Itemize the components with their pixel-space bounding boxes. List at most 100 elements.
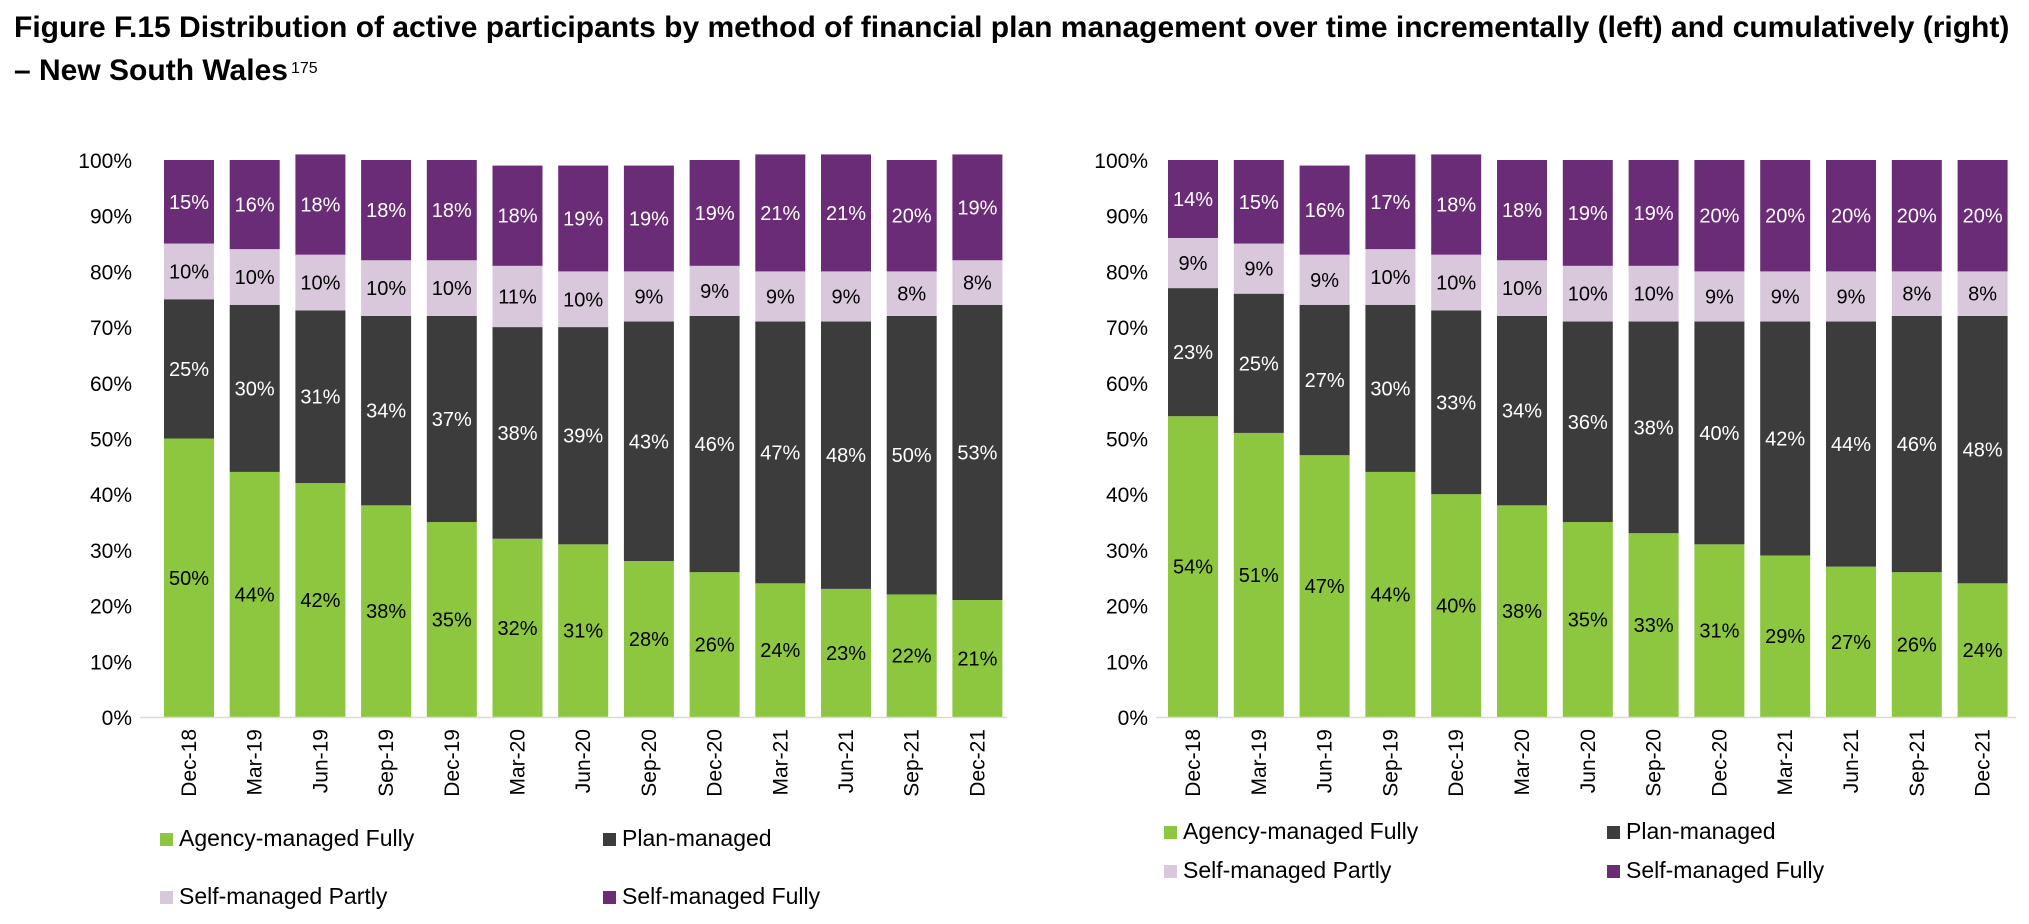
- bar-self-partly: [952, 260, 1003, 305]
- data-label: 10%: [432, 278, 472, 300]
- bar-self-partly: [1826, 271, 1876, 322]
- bar-self-partly: [558, 271, 609, 328]
- y-tick-label: 10%: [90, 651, 132, 674]
- legend-label-plan-managed: Plan-managed: [1626, 818, 1776, 844]
- bar-plan-managed: [1628, 321, 1679, 534]
- bar-agency-fully: [1694, 544, 1745, 717]
- data-label: 10%: [1634, 284, 1674, 306]
- bar-self-fully: [1628, 160, 1679, 266]
- bar-plan-managed: [1431, 310, 1482, 495]
- legend-label-self-partly: Self-managed Partly: [1183, 857, 1392, 883]
- bar-agency-fully: [952, 600, 1003, 717]
- bar-agency-fully: [492, 538, 543, 717]
- data-label: 26%: [1897, 635, 1937, 657]
- bar-self-fully: [755, 154, 806, 272]
- bar-plan-managed: [229, 304, 280, 472]
- data-label: 21%: [826, 203, 866, 225]
- data-label: 46%: [1897, 434, 1937, 456]
- legend-swatch-plan-managed: [603, 833, 616, 846]
- bar-plan-managed: [1891, 315, 1942, 573]
- data-label: 8%: [897, 284, 926, 306]
- data-label: 42%: [300, 590, 340, 612]
- bar-self-fully: [1233, 160, 1284, 244]
- data-label: 21%: [957, 649, 997, 671]
- bar-self-partly: [1365, 249, 1416, 305]
- bar-plan-managed: [492, 327, 543, 539]
- data-label: 10%: [235, 267, 275, 289]
- data-label: 38%: [1502, 601, 1542, 623]
- data-label: 19%: [629, 208, 669, 230]
- data-label: 53%: [957, 442, 997, 464]
- bar-agency-fully: [1760, 555, 1811, 717]
- bar-agency-fully: [1299, 455, 1350, 717]
- bar-self-partly: [295, 254, 346, 311]
- bar-agency-fully: [1562, 522, 1613, 717]
- bar-self-fully: [1826, 160, 1876, 272]
- data-label: 42%: [1765, 429, 1805, 451]
- bar-plan-managed: [821, 321, 871, 589]
- data-label: 28%: [629, 629, 669, 651]
- data-label: 9%: [1837, 286, 1866, 308]
- data-label: 20%: [1963, 206, 2003, 228]
- bar-self-fully: [1562, 160, 1613, 266]
- data-label: 39%: [563, 426, 603, 448]
- bar-self-partly: [1497, 260, 1547, 316]
- x-tick-label: Jun-20: [1577, 729, 1600, 793]
- data-label: 22%: [892, 646, 932, 668]
- data-label: 51%: [1239, 565, 1279, 587]
- y-tick-label: 60%: [90, 373, 132, 396]
- data-label: 44%: [1370, 584, 1410, 606]
- legend-swatch-agency-fully: [1164, 826, 1177, 839]
- x-tick-label: Dec-21: [1972, 729, 1995, 797]
- bar-plan-managed: [1233, 293, 1284, 433]
- data-label: 43%: [629, 431, 669, 453]
- y-tick-label: 0%: [1118, 707, 1148, 730]
- data-label: 10%: [300, 273, 340, 295]
- bar-self-partly: [1891, 271, 1942, 316]
- y-tick-label: 70%: [1106, 317, 1148, 340]
- x-tick-label: Jun-21: [1840, 729, 1863, 793]
- data-label: 24%: [1963, 640, 2003, 662]
- y-tick-label: 80%: [1106, 261, 1148, 284]
- bar-self-fully: [1957, 160, 2008, 272]
- bar-agency-fully: [1497, 505, 1547, 717]
- data-label: 15%: [169, 192, 209, 214]
- data-label: 25%: [169, 359, 209, 381]
- bar-self-fully: [164, 160, 214, 244]
- bar-plan-managed: [623, 321, 674, 562]
- legend-swatch-plan-managed: [1607, 826, 1620, 839]
- bar-self-fully: [689, 160, 740, 266]
- y-tick-label: 80%: [90, 261, 132, 284]
- bar-self-fully: [361, 160, 412, 261]
- bar-plan-managed: [1168, 288, 1218, 417]
- y-tick-label: 100%: [1094, 150, 1148, 173]
- data-label: 40%: [1699, 423, 1739, 445]
- bar-plan-managed: [1365, 304, 1416, 472]
- x-tick-label: Jun-19: [309, 729, 332, 793]
- data-label: 44%: [1831, 434, 1871, 456]
- y-tick-label: 30%: [90, 540, 132, 563]
- bar-self-fully: [952, 154, 1003, 261]
- bar-agency-fully: [558, 544, 609, 717]
- bar-self-partly: [1431, 254, 1482, 311]
- legend-swatch-agency-fully: [160, 833, 173, 846]
- x-tick-label: Mar-20: [507, 729, 530, 796]
- data-label: 47%: [1305, 576, 1345, 598]
- bar-plan-managed: [361, 315, 412, 506]
- bar-agency-fully: [361, 505, 412, 717]
- y-tick-label: 30%: [1106, 540, 1148, 563]
- legend: Agency-managed Fully Plan-managed Self-man…: [160, 825, 821, 909]
- data-label: 30%: [235, 378, 275, 400]
- bar-self-partly: [426, 260, 477, 316]
- data-label: 10%: [1568, 284, 1608, 306]
- bar-agency-fully: [1168, 416, 1218, 717]
- x-tick-label: Mar-19: [244, 729, 267, 796]
- bar-self-partly: [1562, 265, 1613, 322]
- data-label: 50%: [892, 445, 932, 467]
- x-tick-label: Jun-19: [1314, 729, 1337, 793]
- data-label: 19%: [1568, 203, 1608, 225]
- bar-self-partly: [361, 260, 412, 316]
- data-label: 9%: [1310, 270, 1339, 292]
- data-label: 47%: [760, 442, 800, 464]
- y-tick-label: 100%: [78, 150, 132, 173]
